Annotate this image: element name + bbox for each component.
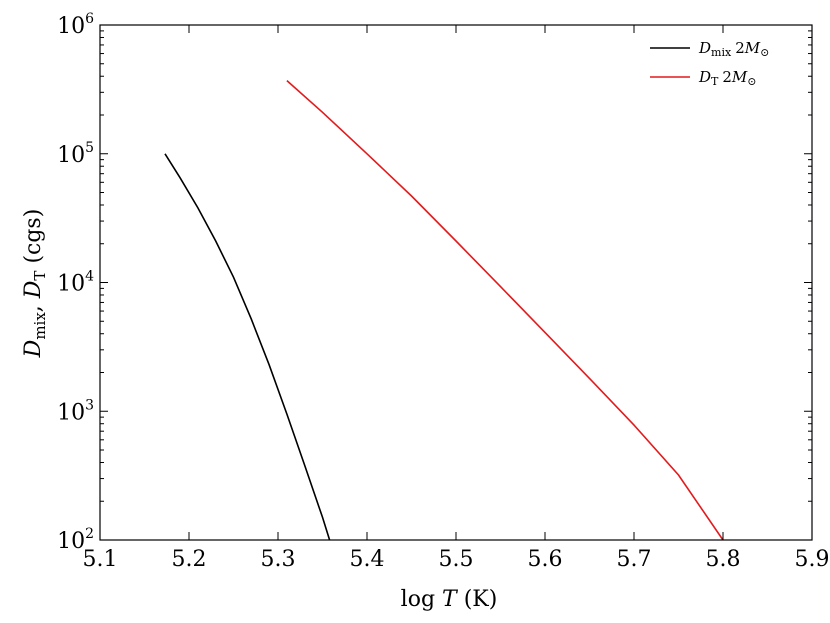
series-line-0 xyxy=(164,153,331,541)
x-axis-label: log T (K) xyxy=(401,587,498,612)
y-tick-label-2: 104 xyxy=(57,269,94,297)
x-tick-label-8: 5.9 xyxy=(795,547,830,572)
legend: Dmix 2M⊙ DT 2M⊙ xyxy=(650,39,769,88)
y-axis-label: Dmix, DT (cgs) xyxy=(21,209,49,359)
x-tick-label-6: 5.7 xyxy=(617,547,652,572)
y-tick-label-1: 103 xyxy=(57,397,94,425)
y-tick-label-4: 106 xyxy=(57,11,94,39)
x-tick-label-0: 5.1 xyxy=(83,547,118,572)
y-tick-label-0: 102 xyxy=(57,526,94,554)
x-tick-label-5: 5.6 xyxy=(528,547,563,572)
x-tick-label-4: 5.5 xyxy=(439,547,474,572)
x-tick-label-7: 5.8 xyxy=(706,547,741,572)
legend-label-dt: DT 2M⊙ xyxy=(698,68,757,88)
plot-frame xyxy=(99,24,813,541)
legend-label-dmix: Dmix 2M⊙ xyxy=(698,39,769,59)
series-line-1 xyxy=(286,80,724,541)
x-tick-label-1: 5.2 xyxy=(172,547,207,572)
y-tick-label-3: 105 xyxy=(57,140,94,168)
legend-item-dmix: Dmix 2M⊙ xyxy=(650,39,769,59)
ticks-layer: 5.1 5.2 5.3 5.4 5.5 5.6 5.7 5.8 5.9 102 103 104 105 1… xyxy=(57,11,829,572)
series-layer xyxy=(164,80,724,541)
legend-item-dt: DT 2M⊙ xyxy=(650,68,757,88)
x-tick-label-2: 5.3 xyxy=(261,547,296,572)
plot-area: 5.1 5.2 5.3 5.4 5.5 5.6 5.7 5.8 5.9 102 103 104 105 1… xyxy=(57,11,829,572)
x-tick-label-3: 5.4 xyxy=(350,547,385,572)
